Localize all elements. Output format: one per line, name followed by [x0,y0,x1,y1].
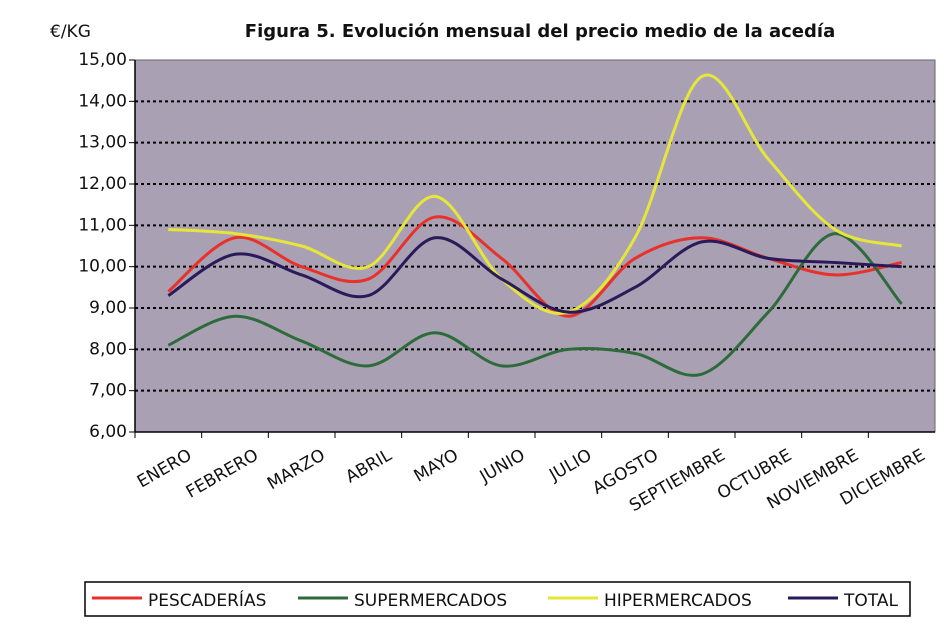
x-tick-label: MAYO [411,445,462,486]
y-tick-label: 10,00 [78,257,127,277]
x-tick-label: JUNIO [476,445,529,487]
y-tick-label: 8,00 [89,339,127,359]
plot-area [134,59,936,433]
x-tick-label: FEBRERO [183,445,262,502]
y-tick-label: 7,00 [89,381,127,401]
x-tick-label: JULIO [545,445,595,485]
series-line [167,236,902,314]
y-tick-label: 14,00 [78,91,127,111]
legend-label: SUPERMERCADOS [354,591,507,611]
y-tick-label: 9,00 [89,298,127,318]
series-line [167,232,903,377]
y-axis-label: €/KG [50,22,91,42]
legend-box [84,581,911,617]
x-tick-label: ABRIL [342,445,395,487]
y-tick-label: 13,00 [78,133,127,153]
chart-title: Figura 5. Evolución mensual del precio m… [245,21,835,42]
y-tick-label: 11,00 [78,215,127,235]
legend-label: PESCADERÍAS [148,589,266,611]
y-tick-label: 15,00 [78,50,127,70]
series-line [168,73,903,315]
y-tick-label: 6,00 [89,422,127,442]
legend-label: HIPERMERCADOS [604,591,752,611]
y-tick-label: 12,00 [78,174,127,194]
x-tick-label: MARZO [264,445,329,494]
legend-label: TOTAL [843,591,898,611]
